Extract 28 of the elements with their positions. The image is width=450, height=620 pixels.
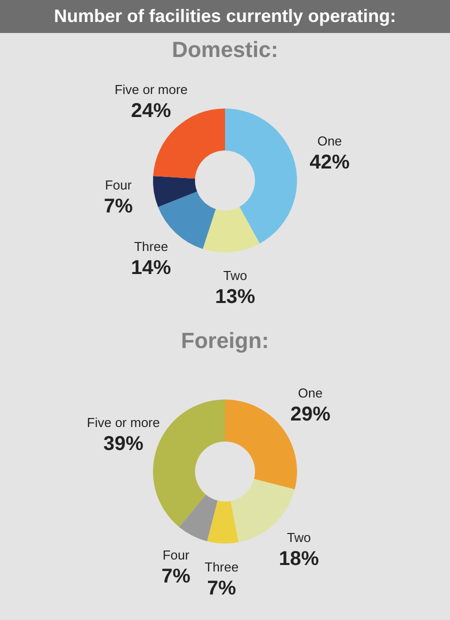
slice-label: Three xyxy=(134,239,168,254)
donut-slice xyxy=(202,206,260,252)
data-label: 39% xyxy=(103,432,144,455)
data-label: 14% xyxy=(131,257,172,280)
slice-label: Four xyxy=(162,548,190,563)
donut-slice xyxy=(153,176,198,208)
slice-label: One xyxy=(298,385,323,400)
slice-label: One xyxy=(317,134,342,149)
chart-subtitle: Domestic: xyxy=(172,37,278,63)
donut-slice xyxy=(179,494,218,542)
data-label: 13% xyxy=(215,286,256,308)
data-label: 7% xyxy=(104,195,133,218)
slice-label: Two xyxy=(287,530,311,546)
slice-label: Four xyxy=(104,177,132,192)
data-label: 18% xyxy=(278,548,320,570)
chart-title: Number of facilities currently operating: xyxy=(0,0,450,33)
data-label: 24% xyxy=(131,100,172,122)
donut-slice xyxy=(207,500,238,544)
donut-slice xyxy=(225,108,297,244)
slice-label: Five or more xyxy=(86,414,160,430)
slice-label: Five or more xyxy=(114,82,188,97)
data-label: 7% xyxy=(207,577,236,600)
chart-title: Foreign: xyxy=(181,328,269,354)
data-label: 7% xyxy=(162,566,191,588)
slice-label: Two xyxy=(223,268,248,284)
data-label: 42% xyxy=(310,152,350,174)
slice-label: Three xyxy=(204,559,239,574)
data-label: 29% xyxy=(290,403,331,426)
